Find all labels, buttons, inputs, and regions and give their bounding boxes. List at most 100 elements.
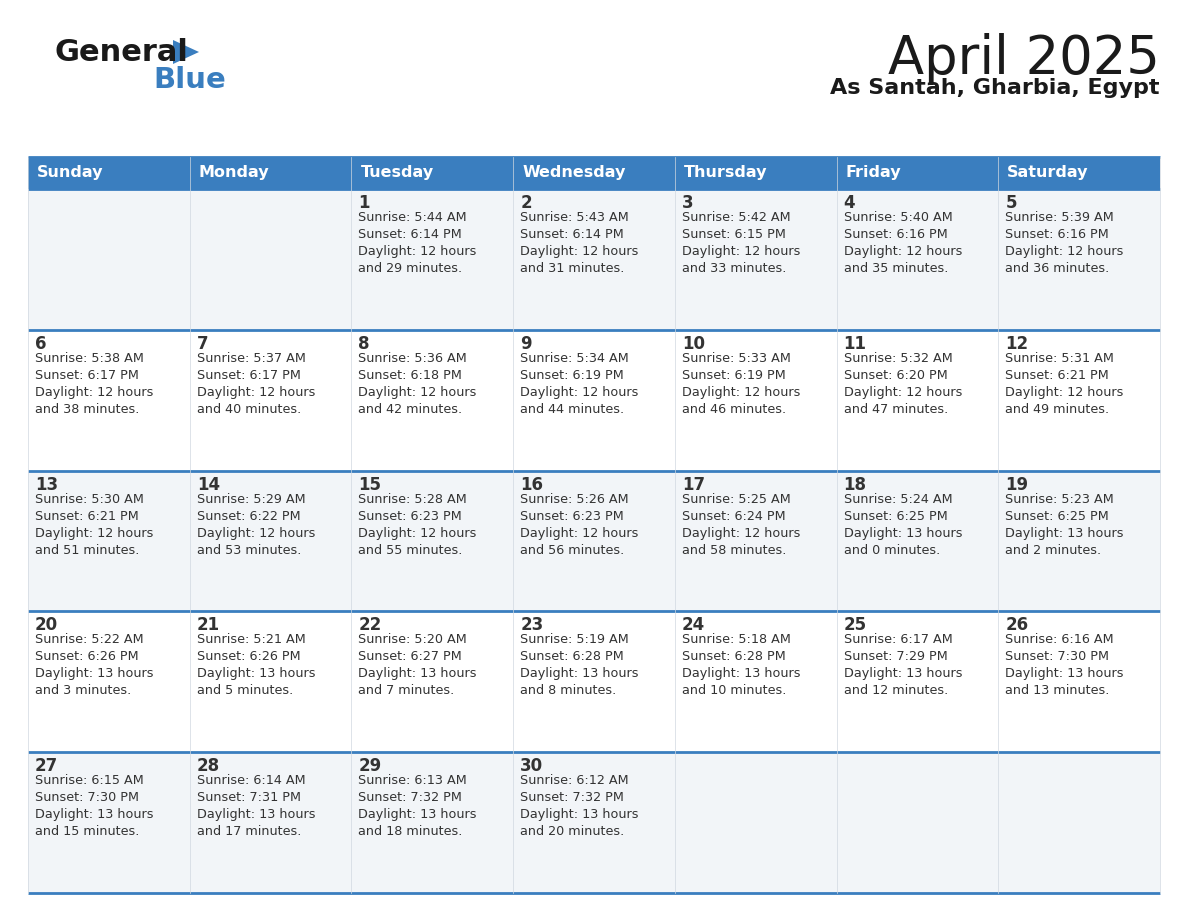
Text: and 15 minutes.: and 15 minutes. [34,825,139,838]
Text: Daylight: 12 hours: Daylight: 12 hours [682,527,801,540]
Text: 19: 19 [1005,476,1029,494]
Bar [675,189,836,330]
Text: 30: 30 [520,757,543,775]
Text: 1: 1 [359,194,369,212]
Text: and 42 minutes.: and 42 minutes. [359,403,462,416]
Text: Daylight: 12 hours: Daylight: 12 hours [197,527,315,540]
Text: Daylight: 12 hours: Daylight: 12 hours [1005,386,1124,398]
Text: Sunrise: 5:38 AM: Sunrise: 5:38 AM [34,352,144,364]
Text: Daylight: 12 hours: Daylight: 12 hours [843,245,962,258]
Text: Daylight: 13 hours: Daylight: 13 hours [1005,667,1124,680]
Text: Sunset: 6:26 PM: Sunset: 6:26 PM [34,650,139,664]
Text: Sunrise: 6:14 AM: Sunrise: 6:14 AM [197,774,305,788]
Text: 24: 24 [682,616,706,634]
Text: and 3 minutes.: and 3 minutes. [34,685,131,698]
Text: 27: 27 [34,757,58,775]
Text: Sunset: 6:27 PM: Sunset: 6:27 PM [359,650,462,664]
Bar [836,330,998,471]
Text: Sunrise: 5:42 AM: Sunrise: 5:42 AM [682,211,790,224]
Text: Daylight: 12 hours: Daylight: 12 hours [520,245,638,258]
Text: and 31 minutes.: and 31 minutes. [520,262,625,275]
Text: 28: 28 [197,757,220,775]
Text: Daylight: 13 hours: Daylight: 13 hours [359,808,476,822]
Text: and 7 minutes.: and 7 minutes. [359,685,455,698]
Text: Sunset: 6:16 PM: Sunset: 6:16 PM [843,228,947,241]
Bar [513,189,675,330]
Text: Daylight: 12 hours: Daylight: 12 hours [520,527,638,540]
Text: Friday: Friday [846,165,902,181]
Bar [352,189,513,330]
Text: 8: 8 [359,335,369,353]
Text: 3: 3 [682,194,694,212]
Text: 13: 13 [34,476,58,494]
Text: Sunrise: 5:40 AM: Sunrise: 5:40 AM [843,211,953,224]
Bar [675,330,836,471]
Text: Daylight: 12 hours: Daylight: 12 hours [359,386,476,398]
Text: Daylight: 12 hours: Daylight: 12 hours [682,386,801,398]
Text: Thursday: Thursday [684,165,767,181]
Bar [190,471,352,611]
Text: and 10 minutes.: and 10 minutes. [682,685,786,698]
Text: Daylight: 12 hours: Daylight: 12 hours [359,527,476,540]
Text: Sunrise: 5:43 AM: Sunrise: 5:43 AM [520,211,628,224]
Text: Sunset: 7:29 PM: Sunset: 7:29 PM [843,650,947,664]
Bar [513,330,675,471]
Text: Sunset: 6:23 PM: Sunset: 6:23 PM [520,509,624,522]
Text: 21: 21 [197,616,220,634]
Text: Sunset: 6:19 PM: Sunset: 6:19 PM [682,369,785,382]
Text: 15: 15 [359,476,381,494]
Bar [29,752,190,893]
Text: Sunset: 6:26 PM: Sunset: 6:26 PM [197,650,301,664]
Text: Sunset: 6:14 PM: Sunset: 6:14 PM [520,228,624,241]
Text: Sunset: 7:32 PM: Sunset: 7:32 PM [520,791,624,804]
Text: Sunset: 7:32 PM: Sunset: 7:32 PM [359,791,462,804]
Bar [513,611,675,752]
Bar [836,611,998,752]
Text: Daylight: 13 hours: Daylight: 13 hours [843,527,962,540]
Text: and 33 minutes.: and 33 minutes. [682,262,786,275]
Text: Sunset: 6:25 PM: Sunset: 6:25 PM [843,509,947,522]
Text: and 44 minutes.: and 44 minutes. [520,403,624,416]
Text: 9: 9 [520,335,532,353]
Text: Sunrise: 5:32 AM: Sunrise: 5:32 AM [843,352,953,364]
Text: and 8 minutes.: and 8 minutes. [520,685,617,698]
Text: Sunrise: 5:21 AM: Sunrise: 5:21 AM [197,633,305,646]
Text: Sunrise: 5:30 AM: Sunrise: 5:30 AM [34,493,144,506]
Text: and 40 minutes.: and 40 minutes. [197,403,301,416]
Text: Sunset: 6:21 PM: Sunset: 6:21 PM [1005,369,1110,382]
Text: Sunrise: 6:17 AM: Sunrise: 6:17 AM [843,633,953,646]
Text: 14: 14 [197,476,220,494]
Bar [675,752,836,893]
Text: 29: 29 [359,757,381,775]
Text: 20: 20 [34,616,58,634]
Text: Sunset: 6:18 PM: Sunset: 6:18 PM [359,369,462,382]
Text: Daylight: 13 hours: Daylight: 13 hours [682,667,801,680]
Text: Sunrise: 6:16 AM: Sunrise: 6:16 AM [1005,633,1114,646]
Bar [29,611,190,752]
Text: 5: 5 [1005,194,1017,212]
Text: Sunrise: 5:25 AM: Sunrise: 5:25 AM [682,493,790,506]
Text: Sunset: 6:22 PM: Sunset: 6:22 PM [197,509,301,522]
Text: 26: 26 [1005,616,1029,634]
Text: Sunrise: 5:19 AM: Sunrise: 5:19 AM [520,633,628,646]
Bar [190,189,352,330]
Text: Sunset: 7:30 PM: Sunset: 7:30 PM [34,791,139,804]
Text: Sunset: 6:24 PM: Sunset: 6:24 PM [682,509,785,522]
Text: and 5 minutes.: and 5 minutes. [197,685,293,698]
Text: and 55 minutes.: and 55 minutes. [359,543,463,556]
Text: Sunset: 6:17 PM: Sunset: 6:17 PM [197,369,301,382]
Text: Sunrise: 5:36 AM: Sunrise: 5:36 AM [359,352,467,364]
Text: Sunrise: 5:33 AM: Sunrise: 5:33 AM [682,352,791,364]
Text: Sunrise: 5:44 AM: Sunrise: 5:44 AM [359,211,467,224]
Text: Daylight: 12 hours: Daylight: 12 hours [34,386,153,398]
Bar [998,752,1159,893]
Text: Sunset: 6:17 PM: Sunset: 6:17 PM [34,369,139,382]
Bar [675,157,836,189]
Text: Sunset: 6:28 PM: Sunset: 6:28 PM [520,650,624,664]
Text: Daylight: 13 hours: Daylight: 13 hours [1005,527,1124,540]
Text: Sunset: 6:21 PM: Sunset: 6:21 PM [34,509,139,522]
Text: and 17 minutes.: and 17 minutes. [197,825,301,838]
Text: and 2 minutes.: and 2 minutes. [1005,543,1101,556]
Text: 25: 25 [843,616,867,634]
Bar [836,471,998,611]
